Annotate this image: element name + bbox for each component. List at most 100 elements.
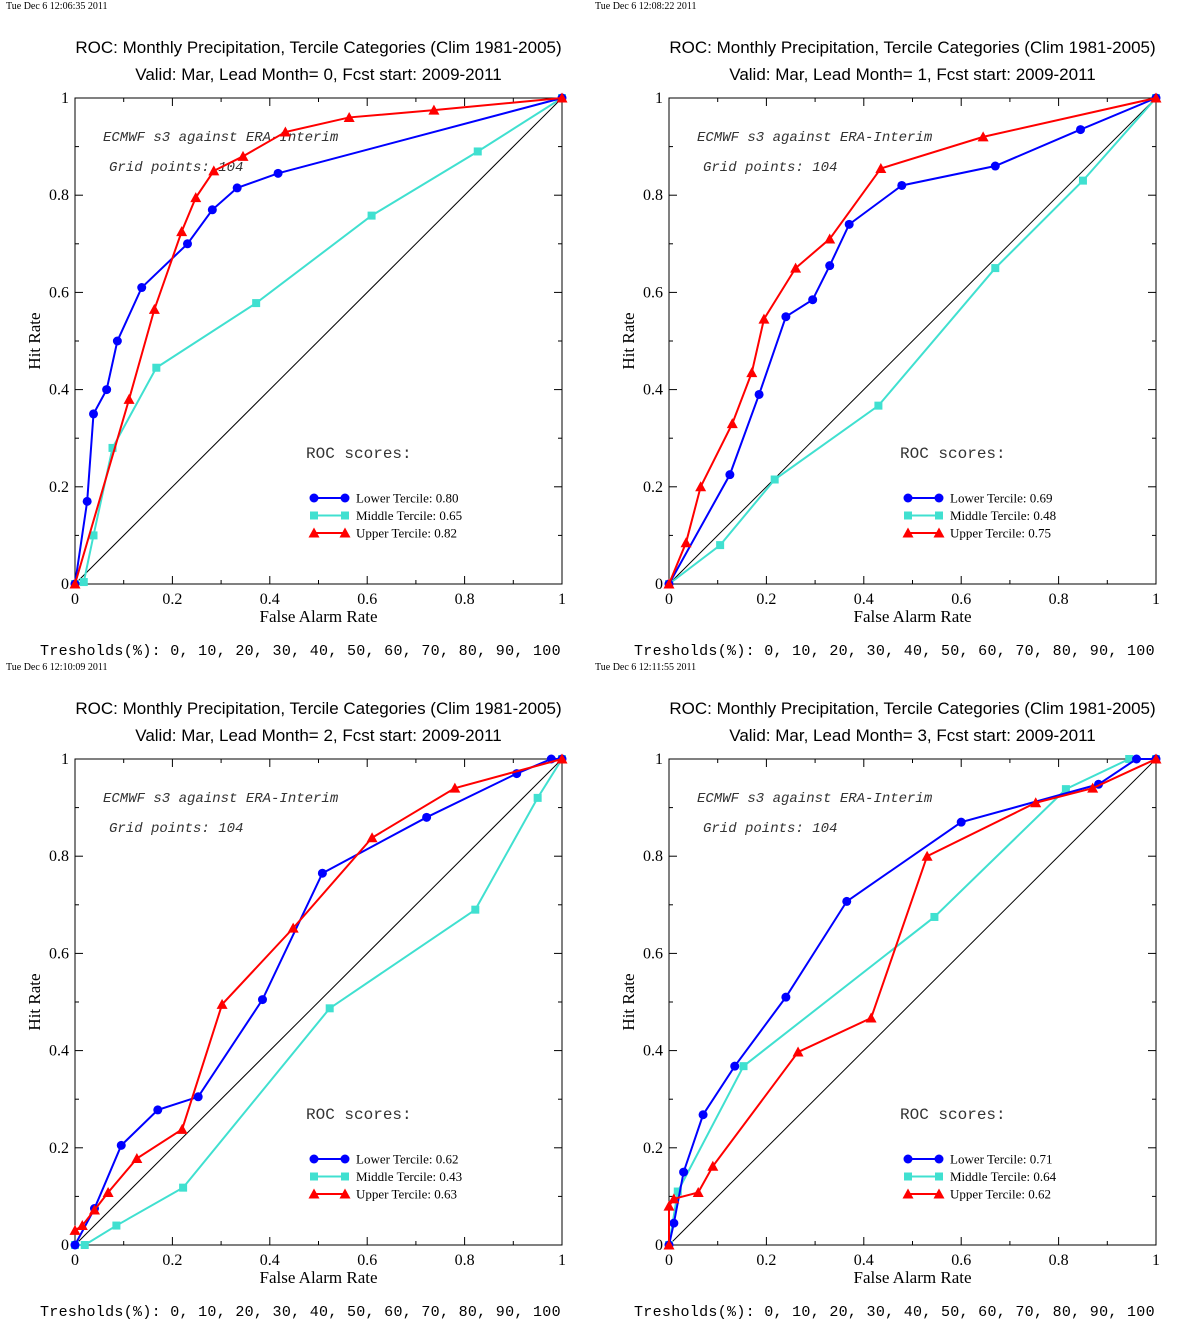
legend-label: Upper Tercile: 0.63 <box>356 1187 457 1202</box>
legend-item-upper: Upper Tercile: 0.75 <box>902 526 1051 541</box>
legend-label: Upper Tercile: 0.62 <box>950 1187 1051 1202</box>
chart-title: ROC: Monthly Precipitation, Tercile Cate… <box>669 38 1155 57</box>
y-tick-label: 0 <box>655 576 663 593</box>
data-point <box>102 385 112 395</box>
chart-subtitle: Valid: Mar, Lead Month= 0, Fcst start: 2… <box>135 65 502 84</box>
x-tick-label: 0 <box>71 1252 79 1269</box>
x-tick-label: 0.4 <box>260 1252 280 1269</box>
legend-marker-start <box>904 511 912 520</box>
annotation-grid-points: Grid points: 104 <box>109 160 243 176</box>
legend: Lower Tercile: 0.69 Middle Tercile: 0.48 U… <box>902 491 1056 541</box>
data-point <box>428 104 440 115</box>
y-tick-label: 0.6 <box>49 284 69 301</box>
data-point <box>88 1204 100 1215</box>
data-point <box>825 261 835 271</box>
timestamp: Tue Dec 6 12:08:22 2011 <box>595 1 697 12</box>
roc-chart-lead-1: Tue Dec 6 12:08:22 2011 ROC: Monthly Pre… <box>594 0 1187 661</box>
x-tick-label: 0.4 <box>854 1252 874 1269</box>
data-point <box>746 367 758 378</box>
data-point <box>792 1046 804 1057</box>
legend-item-middle: Middle Tercile: 0.65 <box>310 508 462 523</box>
legend-marker-end <box>339 527 351 538</box>
data-point <box>754 389 764 399</box>
data-point <box>367 211 376 220</box>
y-tick-label: 1 <box>655 90 663 107</box>
legend-item-upper: Upper Tercile: 0.82 <box>308 526 457 541</box>
data-point <box>176 1123 188 1134</box>
data-point <box>781 992 791 1002</box>
legend-item-middle: Middle Tercile: 0.64 <box>904 1169 1057 1184</box>
data-point <box>179 1183 188 1192</box>
roc-scores-heading: ROC scores: <box>306 1106 412 1124</box>
legend-label: Middle Tercile: 0.43 <box>356 1169 462 1184</box>
y-tick-label: 0.2 <box>643 479 663 496</box>
roc-chart-lead-0: Tue Dec 6 12:06:35 2011 ROC: Monthly Pre… <box>0 0 594 661</box>
legend-item-middle: Middle Tercile: 0.43 <box>310 1169 462 1184</box>
chart-subtitle: Valid: Mar, Lead Month= 3, Fcst start: 2… <box>729 726 1096 745</box>
x-axis-label: False Alarm Rate <box>853 1268 971 1287</box>
y-tick-label: 0.4 <box>643 1043 663 1060</box>
data-point <box>977 131 989 142</box>
data-point <box>725 470 735 480</box>
data-point <box>1061 785 1070 794</box>
data-point <box>1076 125 1086 135</box>
x-tick-label: 0.4 <box>260 591 280 608</box>
y-tick-label: 0.6 <box>49 945 69 962</box>
roc-chart-lead-3: Tue Dec 6 12:11:55 2011 ROC: Monthly Pre… <box>594 661 1187 1322</box>
data-point <box>680 537 692 548</box>
legend-marker-end <box>933 1188 945 1199</box>
data-point <box>257 995 267 1005</box>
y-tick-label: 0.8 <box>49 187 69 204</box>
no-skill-diagonal <box>668 97 1157 585</box>
x-tick-label: 0 <box>665 591 673 608</box>
x-tick-label: 0.2 <box>756 1252 776 1269</box>
data-point <box>1150 753 1162 764</box>
legend-marker-start <box>308 1188 320 1199</box>
y-axis-label: Hit Rate <box>619 973 638 1030</box>
chart-svg: ROC: Monthly Precipitation, Tercile Cate… <box>619 699 1162 1287</box>
data-point <box>89 531 98 540</box>
x-tick-label: 0.6 <box>951 1252 971 1269</box>
legend-marker-start <box>310 511 318 520</box>
data-point <box>698 1110 708 1120</box>
series-upper <box>69 753 568 1235</box>
x-tick-label: 0.2 <box>162 591 182 608</box>
x-axis-label: False Alarm Rate <box>259 1268 377 1287</box>
legend-item-lower: Lower Tercile: 0.71 <box>903 1152 1052 1167</box>
data-point <box>770 475 779 484</box>
data-point <box>726 418 738 429</box>
data-point <box>663 578 675 589</box>
data-point <box>844 219 854 229</box>
x-tick-label: 0.4 <box>854 591 874 608</box>
data-point <box>692 1187 704 1198</box>
annotation-model: ECMWF s3 against ERA-Interim <box>697 791 933 807</box>
roc-chart-lead-2: Tue Dec 6 12:10:09 2011 ROC: Monthly Pre… <box>0 661 594 1322</box>
data-point <box>366 832 378 843</box>
data-point <box>663 1200 675 1211</box>
annotation-model: ECMWF s3 against ERA-Interim <box>103 791 339 807</box>
data-point <box>730 1061 740 1071</box>
data-point <box>1125 755 1134 763</box>
legend-label: Middle Tercile: 0.64 <box>950 1169 1057 1184</box>
data-point <box>716 541 725 550</box>
data-point <box>471 905 480 914</box>
data-point <box>707 1160 719 1171</box>
data-point <box>89 409 99 419</box>
data-point <box>673 1187 682 1196</box>
y-tick-label: 1 <box>655 751 663 768</box>
chart-svg: ROC: Monthly Precipitation, Tercile Cate… <box>619 38 1162 626</box>
legend-label: Lower Tercile: 0.62 <box>356 1152 458 1167</box>
legend-marker-end <box>340 1154 350 1164</box>
y-tick-label: 0.2 <box>643 1140 663 1157</box>
y-tick-label: 0.6 <box>643 945 663 962</box>
timestamp: Tue Dec 6 12:10:09 2011 <box>6 662 108 673</box>
legend-label: Upper Tercile: 0.75 <box>950 526 1051 541</box>
data-point <box>875 162 887 173</box>
chart-subtitle: Valid: Mar, Lead Month= 1, Fcst start: 2… <box>729 65 1096 84</box>
data-point <box>148 303 160 314</box>
legend-label: Middle Tercile: 0.48 <box>950 508 1056 523</box>
data-point <box>865 1012 877 1023</box>
timestamp: Tue Dec 6 12:06:35 2011 <box>6 1 108 12</box>
legend-item-middle: Middle Tercile: 0.48 <box>904 508 1056 523</box>
legend-marker-start <box>309 1154 319 1164</box>
